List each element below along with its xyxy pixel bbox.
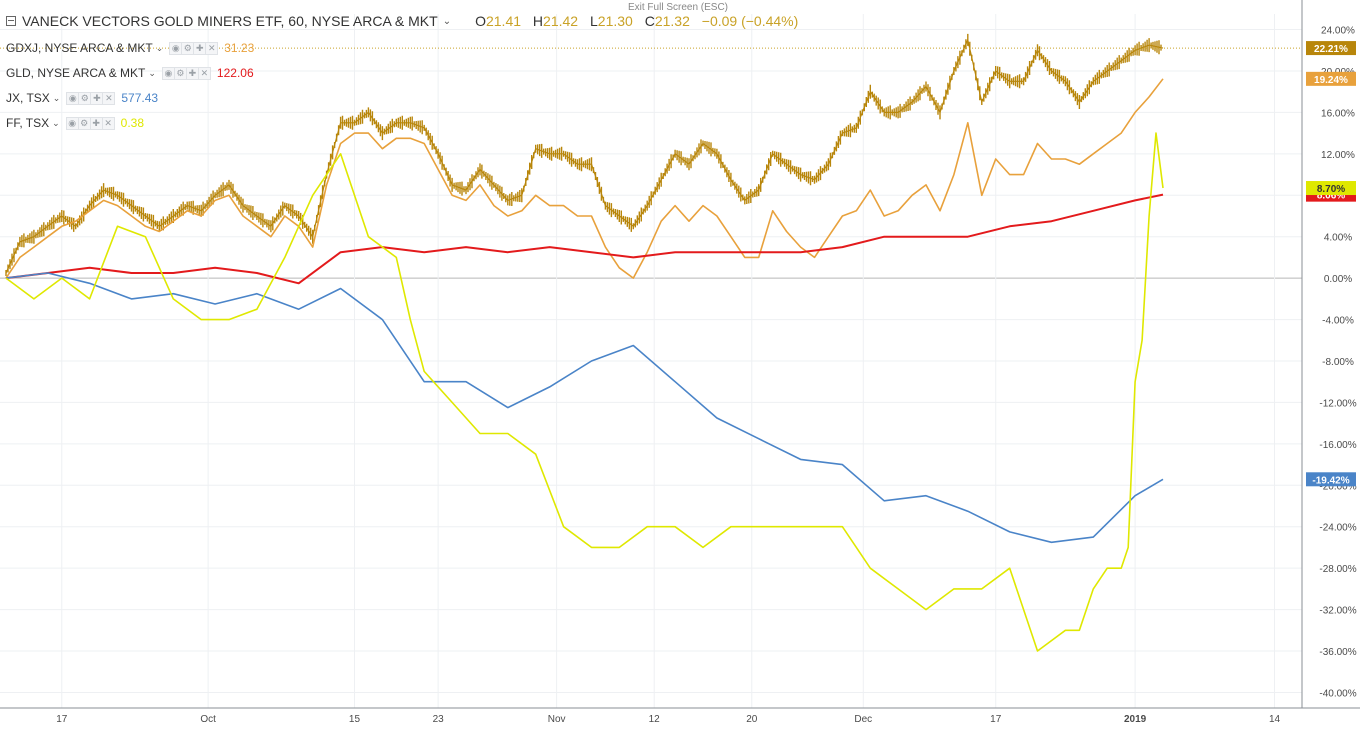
legend-row-ff[interactable]: FF, TSX ⌄ ◉ ⚙ ✚ ✕ 0.38	[6, 114, 144, 132]
ohlc-high: 21.42	[543, 13, 579, 29]
collapse-icon[interactable]	[6, 16, 16, 26]
y-tick-label: -28.00%	[1319, 564, 1356, 575]
y-tick-label: -20.00%	[1319, 481, 1356, 492]
y-tick-label: 4.00%	[1324, 233, 1352, 244]
y-tick-label: -36.00%	[1319, 647, 1356, 658]
chevron-down-icon[interactable]: ⌄	[442, 15, 452, 27]
legend-symbol[interactable]: JX, TSX	[6, 91, 50, 105]
legend-controls: ◉ ⚙ ✚ ✕	[169, 41, 219, 55]
y-tick-label: -32.00%	[1319, 606, 1356, 617]
legend-value: 0.38	[120, 116, 145, 130]
ohlc-open: 21.41	[485, 13, 522, 29]
ohlc-high-label: H	[532, 13, 544, 29]
y-tick-label: -4.00%	[1322, 316, 1354, 327]
eye-icon[interactable]: ◉	[170, 42, 182, 54]
x-tick-label: Dec	[854, 714, 872, 725]
last-value-tag: 22.21%	[1306, 41, 1356, 56]
series-line-ff	[5, 132, 1164, 652]
chevron-down-icon[interactable]: ⌄	[52, 117, 60, 128]
legend-symbol[interactable]: GLD, NYSE ARCA & MKT	[6, 66, 146, 80]
last-value-tag-bg	[1306, 472, 1356, 487]
close-icon[interactable]: ✕	[103, 92, 115, 104]
y-tick-label: -16.00%	[1319, 440, 1356, 451]
y-tick-label: -24.00%	[1319, 523, 1356, 534]
last-value-tag-label: 8.70%	[1317, 184, 1345, 195]
legend-row-gld[interactable]: GLD, NYSE ARCA & MKT ⌄ ◉ ⚙ ✚ ✕ 122.06	[6, 64, 254, 82]
series-line-jx	[5, 272, 1164, 544]
plus-icon[interactable]: ✚	[90, 117, 102, 129]
x-tick-label: 2019	[1124, 714, 1147, 725]
y-tick-label: 24.00%	[1321, 26, 1355, 37]
last-value-tag-bg	[1306, 41, 1356, 56]
gear-icon[interactable]: ⚙	[79, 92, 91, 104]
chevron-down-icon[interactable]: ⌄	[148, 67, 156, 78]
series-path-gold-miners-etf	[5, 38, 1164, 274]
chart-title[interactable]: VANECK VECTORS GOLD MINERS ETF, 60, NYSE…	[22, 13, 438, 29]
legend-value: 122.06	[216, 66, 254, 80]
x-tick-label: Oct	[200, 714, 216, 725]
last-value-tag-bg	[1306, 181, 1356, 196]
x-tick-label: 17	[56, 714, 68, 725]
legend-controls: ◉ ⚙ ✚ ✕	[161, 66, 211, 80]
x-tick-label: 23	[433, 714, 445, 725]
ohlc-close-label: C	[644, 13, 655, 29]
ohlc-low-label: L	[589, 13, 598, 29]
series-line-gld	[5, 193, 1164, 285]
gear-icon[interactable]: ⚙	[182, 42, 194, 54]
plus-icon[interactable]: ✚	[194, 42, 206, 54]
eye-icon[interactable]: ◉	[67, 92, 79, 104]
last-value-tag: 8.70%	[1306, 181, 1356, 196]
plus-icon[interactable]: ✚	[186, 67, 198, 79]
legend-row-gdxj[interactable]: GDXJ, NYSE ARCA & MKT ⌄ ◉ ⚙ ✚ ✕ 31.23	[6, 39, 254, 57]
legend-value: 577.43	[121, 91, 159, 105]
exit-fullscreen-button[interactable]: Exit Full Screen (ESC)	[618, 0, 738, 15]
last-value-tag-label: 19.24%	[1314, 75, 1348, 86]
chart-title-row: VANECK VECTORS GOLD MINERS ETF, 60, NYSE…	[6, 11, 806, 31]
eye-icon[interactable]: ◉	[162, 67, 174, 79]
x-tick-label: 17	[990, 714, 1002, 725]
last-value-tag-label: 22.21%	[1314, 44, 1348, 55]
last-value-tag-label: 8.06%	[1317, 191, 1345, 202]
legend-symbol[interactable]: FF, TSX	[6, 116, 50, 130]
y-tick-label: -12.00%	[1319, 398, 1356, 409]
legend-symbol[interactable]: GDXJ, NYSE ARCA & MKT	[6, 41, 153, 55]
chevron-down-icon[interactable]: ⌄	[155, 42, 164, 53]
x-tick-label: 12	[649, 714, 661, 725]
ohlc-change: −0.09 (−0.44%)	[701, 13, 799, 29]
ohlc-low: 21.30	[597, 13, 633, 29]
plus-icon[interactable]: ✚	[91, 92, 103, 104]
legend-controls: ◉ ⚙ ✚ ✕	[66, 91, 116, 105]
series-line-gdxj	[5, 78, 1164, 279]
close-icon[interactable]: ✕	[198, 67, 210, 79]
last-value-tag: -19.42%	[1306, 472, 1356, 487]
x-tick-label: 20	[746, 714, 758, 725]
legend-row-jx[interactable]: JX, TSX ⌄ ◉ ⚙ ✚ ✕ 577.43	[6, 89, 158, 107]
close-icon[interactable]: ✕	[206, 42, 218, 54]
close-icon[interactable]: ✕	[102, 117, 114, 129]
y-tick-label: -8.00%	[1322, 357, 1354, 368]
x-tick-label: 15	[349, 714, 361, 725]
ohlc-close: 21.32	[654, 13, 690, 29]
gear-icon[interactable]: ⚙	[78, 117, 90, 129]
y-tick-label: -40.00%	[1319, 688, 1356, 699]
chevron-down-icon[interactable]: ⌄	[52, 92, 61, 103]
legend-controls: ◉ ⚙ ✚ ✕	[65, 116, 115, 130]
ohlc-open-label: O	[475, 13, 486, 29]
y-tick-label: 16.00%	[1321, 108, 1355, 119]
ohlc-readout: O21.41 H21.42 L21.30 C21.32 −0.09 (−0.44…	[475, 13, 806, 29]
x-tick-label: 14	[1269, 714, 1281, 725]
last-value-tag-bg	[1306, 71, 1356, 86]
eye-icon[interactable]: ◉	[66, 117, 78, 129]
last-value-tag-label: -19.42%	[1312, 475, 1349, 486]
y-tick-label: 0.00%	[1324, 274, 1352, 285]
legend-value: 31.23	[224, 41, 255, 55]
gear-icon[interactable]: ⚙	[174, 67, 186, 79]
last-value-tag: 19.24%	[1306, 71, 1356, 86]
x-tick-label: Nov	[548, 714, 566, 725]
y-tick-label: 12.00%	[1321, 150, 1355, 161]
series-layer	[0, 33, 1302, 652]
